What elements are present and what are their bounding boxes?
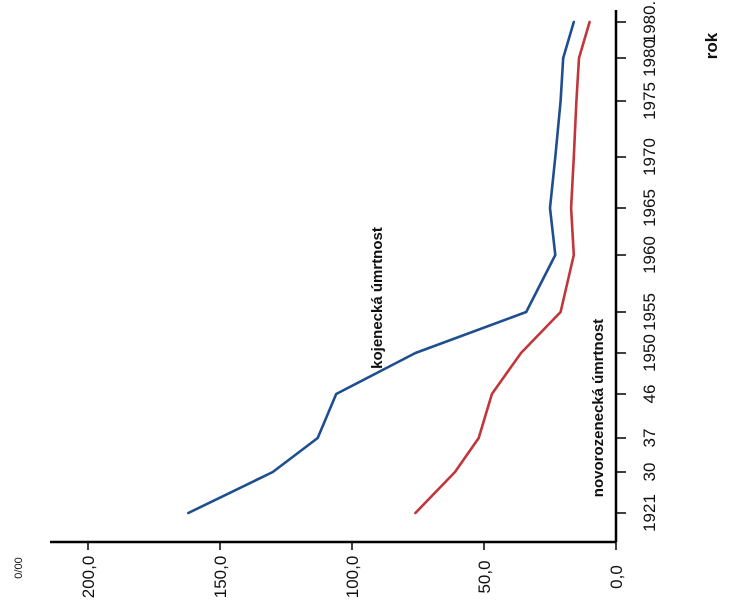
unit-label: 0/00 — [13, 557, 25, 578]
series-label-kojenecka: kojenecká úmrtnost — [369, 227, 386, 369]
year-tick-label: 46 — [640, 385, 659, 404]
year-tick-label: 1955 — [640, 293, 659, 331]
value-tick-label: 0,0 — [607, 565, 626, 589]
value-ticks: 0,0 50,0 100,0 150,0 200,0 — [79, 542, 626, 598]
year-tick-label: 1980. — [640, 1, 659, 44]
year-tick-label: 1950 — [640, 334, 659, 372]
series-line-novorozenecka — [414, 20, 591, 515]
year-ticks: 1921 30 37 46 1950 1955 1960 1965 1970 1975 198019… — [616, 1, 659, 532]
year-tick-label: 1965 — [640, 189, 659, 227]
year-tick-label: 1921 — [640, 494, 659, 532]
value-tick-label: 200,0 — [79, 556, 98, 599]
series-label-novorozenecka: novorozenecká úmrtnost — [590, 319, 607, 497]
x-axis-title: rok — [702, 32, 721, 59]
value-tick-label: 50,0 — [475, 560, 494, 593]
year-tick-label: 1975 — [640, 82, 659, 120]
year-tick-label: 1960 — [640, 236, 659, 274]
value-tick-label: 150,0 — [211, 556, 230, 599]
value-tick-label: 100,0 — [343, 556, 362, 599]
year-tick-label: 30 — [640, 463, 659, 482]
year-tick-label: 1970 — [640, 138, 659, 176]
series-layer — [187, 20, 591, 515]
year-tick-label: 1980 — [640, 39, 659, 77]
year-tick-label: 37 — [640, 429, 659, 448]
series-line-kojenecka — [187, 20, 576, 515]
